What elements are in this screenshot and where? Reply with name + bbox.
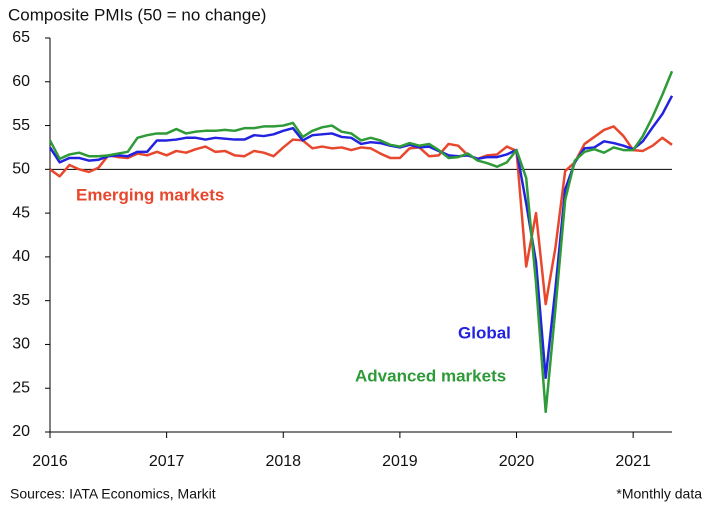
source: Sources: IATA Economics, Markit: [10, 486, 216, 502]
series-line: [48, 70, 674, 414]
series-line: [49, 125, 673, 306]
note: *Monthly data: [616, 486, 702, 502]
x-tick-label: 2019: [382, 453, 418, 470]
series-line: [48, 95, 674, 379]
y-tick-label: 65: [12, 29, 30, 46]
x-tick-label: 2018: [265, 453, 301, 470]
y-tick-label: 40: [12, 248, 30, 265]
y-tick-label: 55: [12, 117, 30, 134]
x-tick-label: 2016: [32, 453, 68, 470]
y-tick-label: 35: [12, 292, 30, 309]
x-tick-label: 2020: [499, 453, 535, 470]
y-tick-label: 30: [12, 336, 30, 353]
chart-title: Composite PMIs (50 = no change): [8, 5, 266, 24]
y-tick-label: 45: [12, 204, 30, 221]
y-tick-label: 60: [12, 73, 30, 90]
x-tick-label: 2017: [149, 453, 185, 470]
series-label: Advanced markets: [355, 366, 506, 385]
series-label: Global: [458, 323, 511, 342]
y-tick-label: 20: [12, 423, 30, 440]
y-tick-label: 50: [12, 161, 30, 178]
x-tick-label: 2021: [615, 453, 651, 470]
series-label: Emerging markets: [76, 185, 224, 204]
y-tick-label: 25: [12, 379, 30, 396]
